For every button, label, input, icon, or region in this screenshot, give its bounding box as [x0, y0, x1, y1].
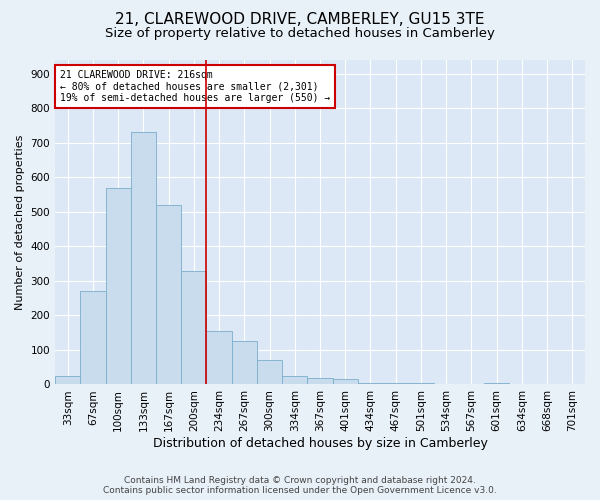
Bar: [206, 331, 232, 384]
Bar: [55, 376, 80, 384]
Text: 21 CLAREWOOD DRIVE: 216sqm
← 80% of detached houses are smaller (2,301)
19% of s: 21 CLAREWOOD DRIVE: 216sqm ← 80% of deta…: [61, 70, 331, 103]
Bar: [282, 376, 307, 384]
Bar: [332, 380, 358, 384]
Bar: [156, 205, 181, 384]
X-axis label: Distribution of detached houses by size in Camberley: Distribution of detached houses by size …: [152, 437, 487, 450]
Bar: [80, 292, 106, 384]
Bar: [358, 382, 383, 384]
Bar: [181, 270, 206, 384]
Bar: [307, 378, 332, 384]
Text: 21, CLAREWOOD DRIVE, CAMBERLEY, GU15 3TE: 21, CLAREWOOD DRIVE, CAMBERLEY, GU15 3TE: [115, 12, 485, 28]
Text: Size of property relative to detached houses in Camberley: Size of property relative to detached ho…: [105, 28, 495, 40]
Y-axis label: Number of detached properties: Number of detached properties: [15, 134, 25, 310]
Bar: [383, 382, 409, 384]
Bar: [131, 132, 156, 384]
Bar: [232, 342, 257, 384]
Bar: [106, 188, 131, 384]
Bar: [257, 360, 282, 384]
Text: Contains HM Land Registry data © Crown copyright and database right 2024.
Contai: Contains HM Land Registry data © Crown c…: [103, 476, 497, 495]
Bar: [484, 383, 509, 384]
Bar: [409, 383, 434, 384]
